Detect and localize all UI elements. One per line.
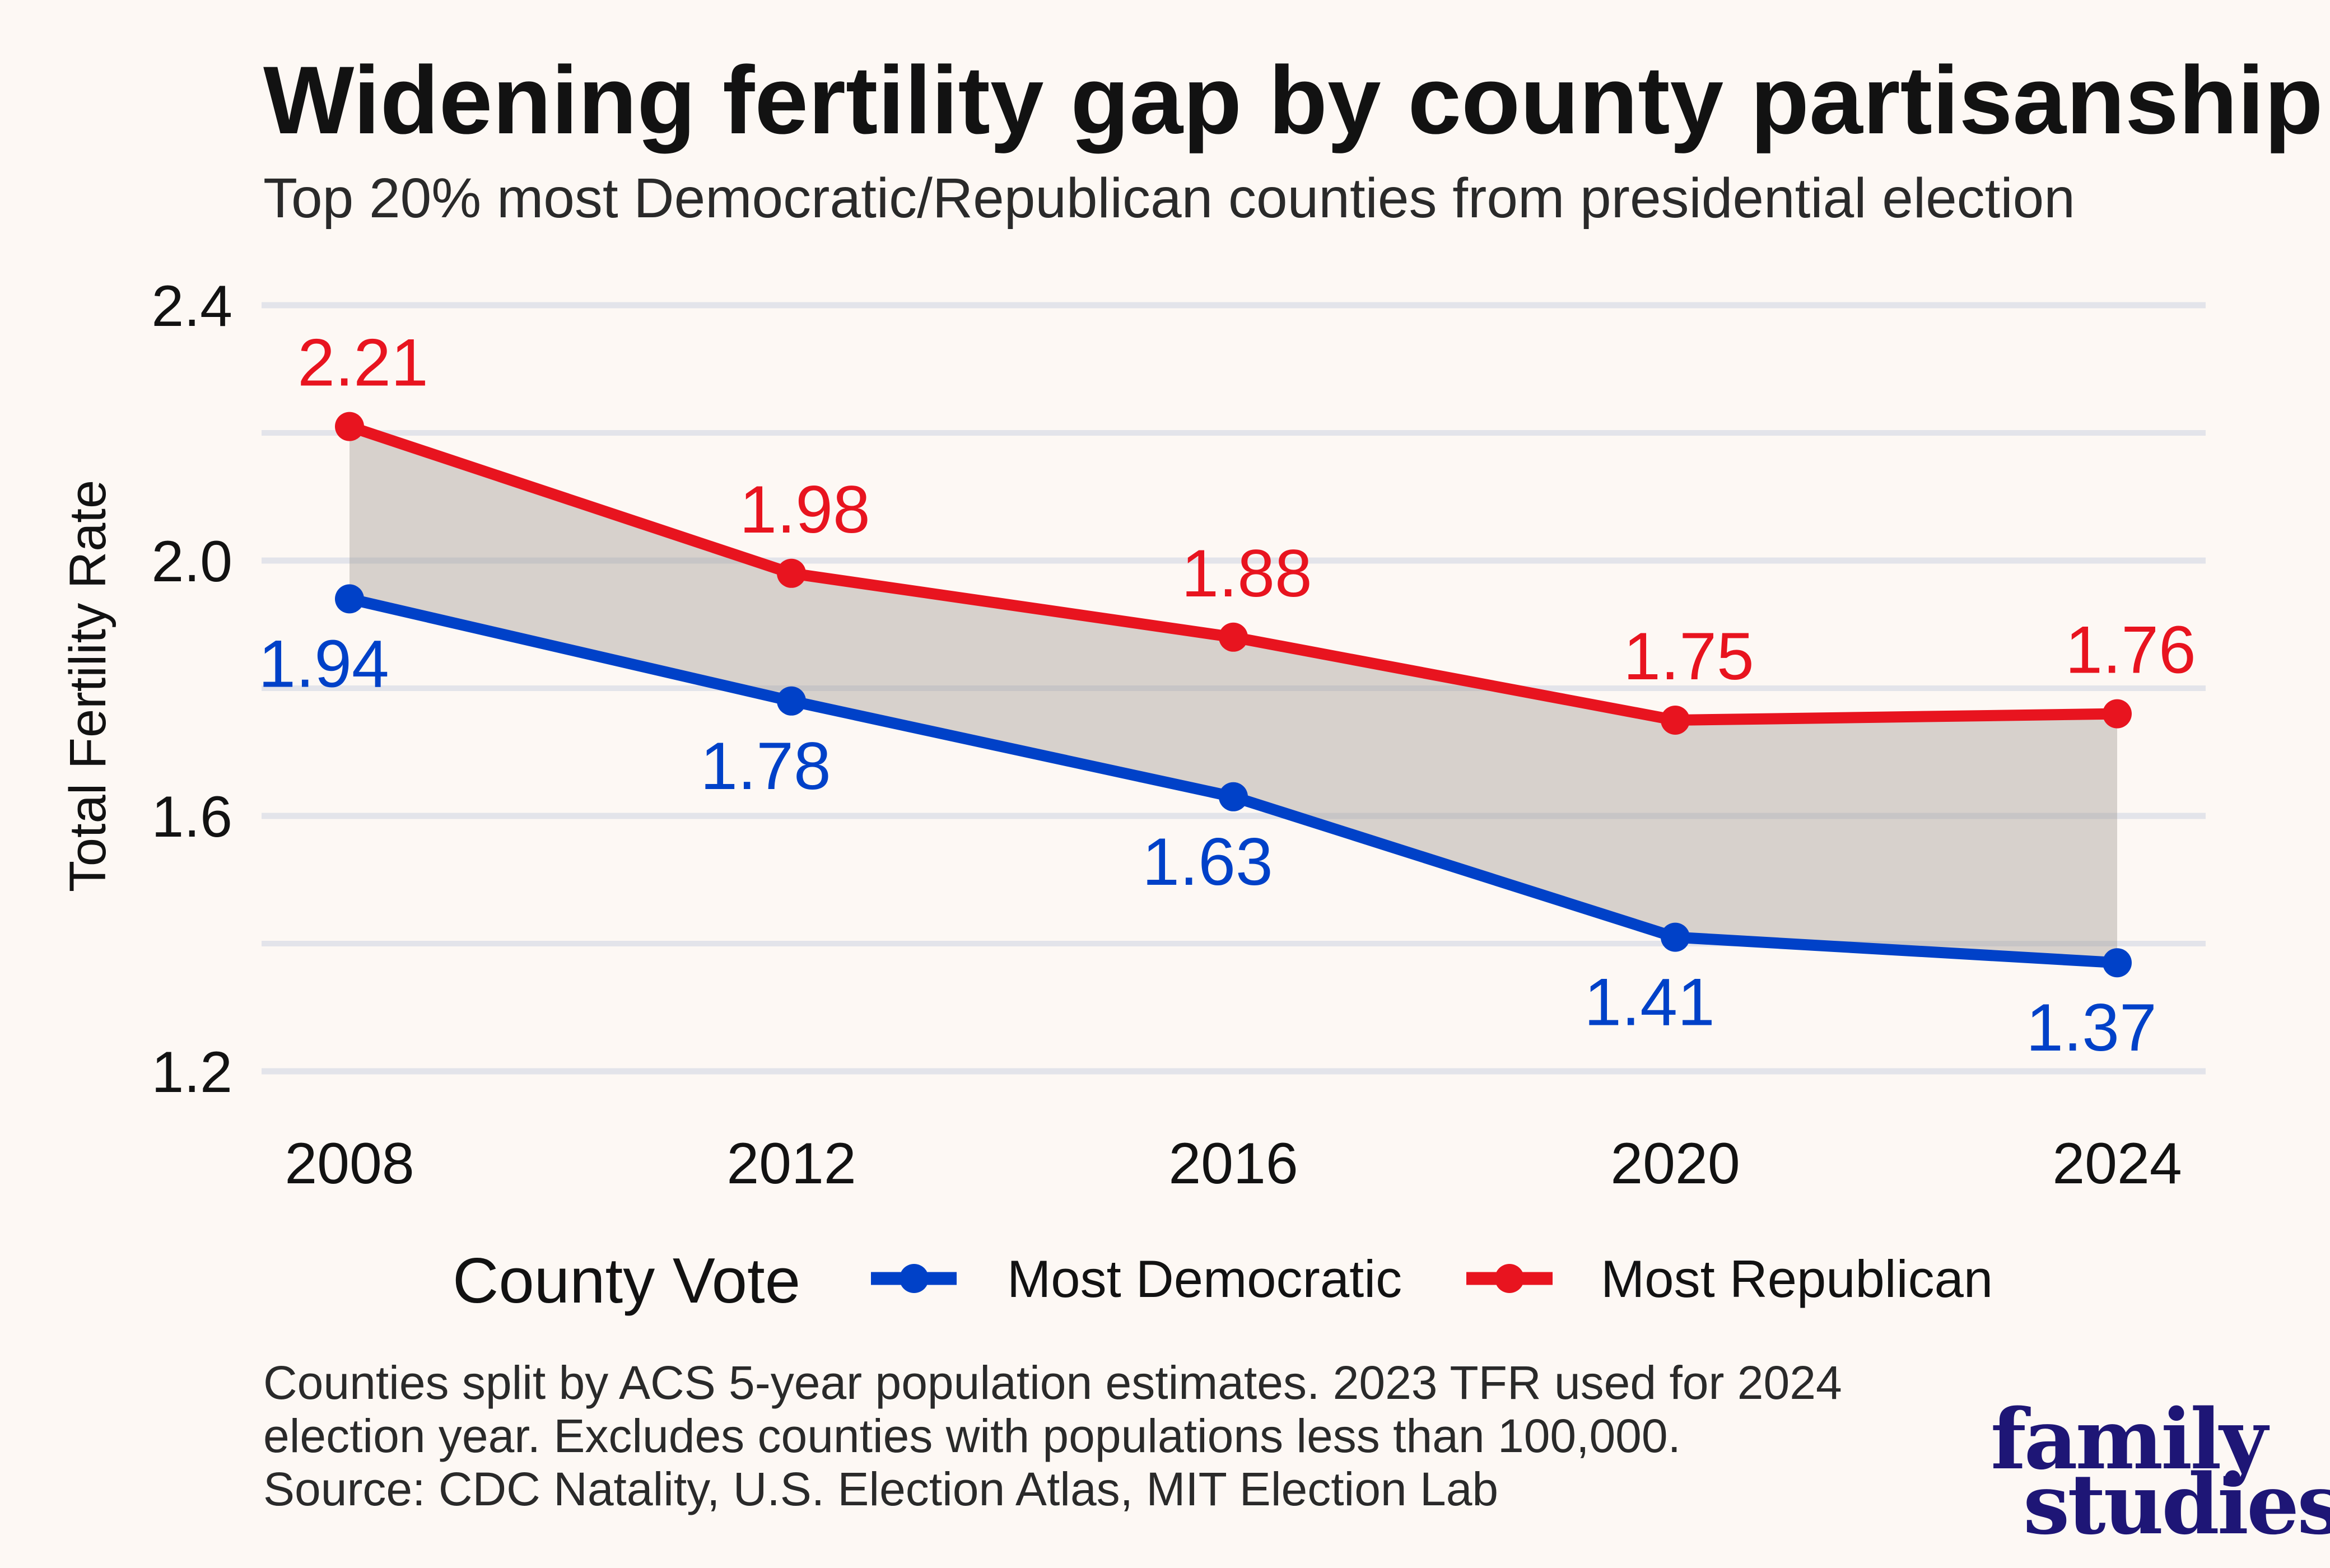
data-label-republican: 1.75 — [1623, 619, 1754, 694]
data-labels: 1.94 1.78 1.63 1.41 1.37 2.21 1.98 1.88 1.75 1.76 — [258, 325, 2196, 1066]
y-axis-title: Total Fertility Rate — [59, 480, 116, 892]
series-points — [335, 412, 2132, 978]
data-point-republican — [335, 412, 364, 441]
data-label-democratic: 1.94 — [258, 626, 389, 701]
logo-line-studies: studies — [2023, 1455, 2330, 1553]
data-label-republican: 1.98 — [739, 472, 870, 547]
legend-key-democratic-dot — [900, 1264, 929, 1293]
y-tick-label: 2.4 — [151, 274, 232, 339]
data-point-democratic — [777, 686, 806, 716]
data-label-democratic: 1.37 — [2026, 990, 2157, 1065]
y-tick-label: 2.0 — [151, 529, 232, 594]
data-label-democratic: 1.41 — [1584, 965, 1715, 1040]
x-tick-label: 2012 — [726, 1131, 856, 1196]
data-label-republican: 1.76 — [2065, 613, 2196, 688]
data-label-republican: 1.88 — [1181, 536, 1312, 611]
x-tick-label: 2008 — [285, 1131, 414, 1196]
x-axis-ticks: 2008 2012 2016 2020 2024 — [285, 1131, 2182, 1196]
data-label-democratic: 1.78 — [700, 729, 831, 804]
chart-title: Widening fertility gap by county partisa… — [263, 46, 2323, 154]
data-point-democratic — [1219, 782, 1248, 811]
data-point-republican — [777, 558, 806, 588]
y-tick-label: 1.2 — [151, 1040, 232, 1105]
data-point-republican — [1661, 706, 1690, 735]
data-point-republican — [2103, 699, 2132, 729]
chart-subtitle: Top 20% most Democratic/Republican count… — [263, 167, 2075, 230]
legend-key-republican-dot — [1495, 1264, 1524, 1293]
y-axis-ticks: 1.2 1.6 2.0 2.4 — [151, 274, 232, 1105]
footnote: Counties split by ACS 5-year population … — [263, 1356, 1842, 1515]
x-tick-label: 2020 — [1610, 1131, 1740, 1196]
y-tick-label: 1.6 — [151, 785, 232, 850]
footnote-line-3: Source: CDC Natality, U.S. Election Atla… — [263, 1463, 1498, 1515]
data-point-democratic — [1661, 922, 1690, 952]
gap-area — [350, 426, 2117, 963]
logo-line-family: family — [1991, 1390, 2270, 1488]
data-point-democratic — [2103, 948, 2132, 978]
footnote-line-1: Counties split by ACS 5-year population … — [263, 1356, 1842, 1409]
footnote-line-2: election year. Excludes counties with po… — [263, 1410, 1681, 1462]
legend-label-republican: Most Republican — [1601, 1249, 1993, 1308]
legend: County Vote Most Democratic Most Republi… — [453, 1245, 1993, 1317]
data-label-republican: 2.21 — [297, 325, 428, 400]
x-tick-label: 2024 — [2052, 1131, 2182, 1196]
data-point-democratic — [335, 584, 364, 614]
data-label-democratic: 1.63 — [1142, 824, 1273, 899]
x-tick-label: 2016 — [1168, 1131, 1298, 1196]
gap-area-layer — [350, 426, 2117, 963]
data-point-republican — [1219, 622, 1248, 652]
legend-label-democratic: Most Democratic — [1007, 1249, 1402, 1308]
legend-item-republican[interactable]: Most Republican — [1466, 1249, 1993, 1308]
legend-item-democratic[interactable]: Most Democratic — [871, 1249, 1402, 1308]
gridlines — [262, 302, 2206, 1075]
family-studies-logo: family studies — [1991, 1390, 2330, 1553]
legend-title: County Vote — [453, 1245, 800, 1317]
